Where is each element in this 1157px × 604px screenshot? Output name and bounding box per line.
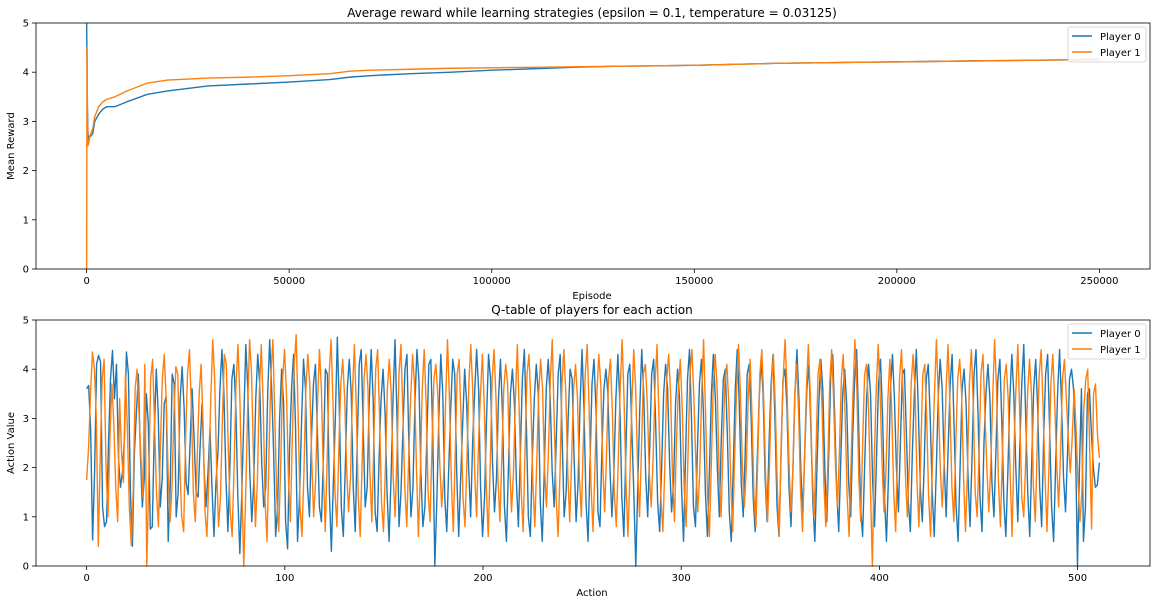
reward-x-tick-label: 0 — [83, 276, 89, 287]
reward-series-line-player-1 — [85, 46, 1100, 270]
qtable-series-line-player-0 — [86, 336, 1101, 567]
reward-x-tick-label: 200000 — [878, 276, 916, 287]
reward-legend-label-player-1: Player 1 — [1100, 48, 1141, 59]
reward-y-tick-label: 5 — [23, 19, 29, 30]
reward-y-tick-label: 0 — [23, 265, 29, 276]
reward-chart-x-ticks: 0 50000 100000 150000 200000 250000 — [83, 269, 1118, 287]
qtable-chart-x-label: Action — [576, 588, 607, 599]
qtable-chart-series — [85, 334, 1101, 567]
reward-chart-frame — [35, 22, 1151, 270]
qtable-x-tick-label: 500 — [1068, 573, 1087, 584]
qtable-x-tick-label: 200 — [473, 573, 492, 584]
reward-x-tick-label: 50000 — [273, 276, 305, 287]
reward-chart: Average reward while learning strategies… — [6, 6, 1151, 302]
qtable-chart-title: Q-table of players for each action — [491, 303, 693, 317]
reward-x-tick-label: 150000 — [675, 276, 713, 287]
reward-legend-label-player-0: Player 0 — [1100, 32, 1141, 43]
reward-y-tick-label: 4 — [23, 68, 29, 79]
qtable-y-tick-label: 5 — [23, 316, 29, 327]
qtable-chart-frame — [35, 319, 1151, 567]
reward-x-tick-label: 250000 — [1080, 276, 1118, 287]
qtable-y-tick-label: 4 — [23, 365, 29, 376]
reward-chart-legend: Player 0 Player 1 — [1067, 26, 1147, 63]
qtable-y-tick-label: 1 — [23, 512, 29, 523]
qtable-y-tick-label: 0 — [23, 562, 29, 573]
qtable-legend-label-player-0: Player 0 — [1100, 329, 1141, 340]
qtable-legend-label-player-1: Player 1 — [1100, 345, 1141, 356]
qtable-chart-y-ticks: 0 1 2 3 4 5 — [23, 316, 36, 573]
reward-chart-x-label: Episode — [572, 291, 611, 302]
reward-chart-y-label: Mean Reward — [6, 112, 17, 180]
reward-chart-title: Average reward while learning strategies… — [347, 6, 837, 20]
reward-y-tick-label: 1 — [23, 215, 29, 226]
qtable-y-tick-label: 2 — [23, 463, 29, 474]
qtable-x-tick-label: 300 — [672, 573, 691, 584]
qtable-chart: Q-table of players for each action 0 100 2… — [6, 303, 1151, 599]
qtable-x-tick-label: 0 — [83, 573, 89, 584]
qtable-chart-legend: Player 0 Player 1 — [1067, 323, 1147, 360]
qtable-x-tick-label: 100 — [275, 573, 294, 584]
qtable-x-tick-label: 400 — [870, 573, 889, 584]
qtable-y-tick-label: 3 — [23, 414, 29, 425]
reward-y-tick-label: 2 — [23, 166, 29, 177]
qtable-chart-y-label: Action Value — [6, 412, 17, 474]
qtable-series-line-player-1 — [85, 334, 1101, 567]
reward-chart-y-ticks: 0 1 2 3 4 5 — [23, 19, 36, 276]
reward-y-tick-label: 3 — [23, 117, 29, 128]
reward-chart-series — [85, 22, 1100, 270]
reward-x-tick-label: 100000 — [473, 276, 511, 287]
